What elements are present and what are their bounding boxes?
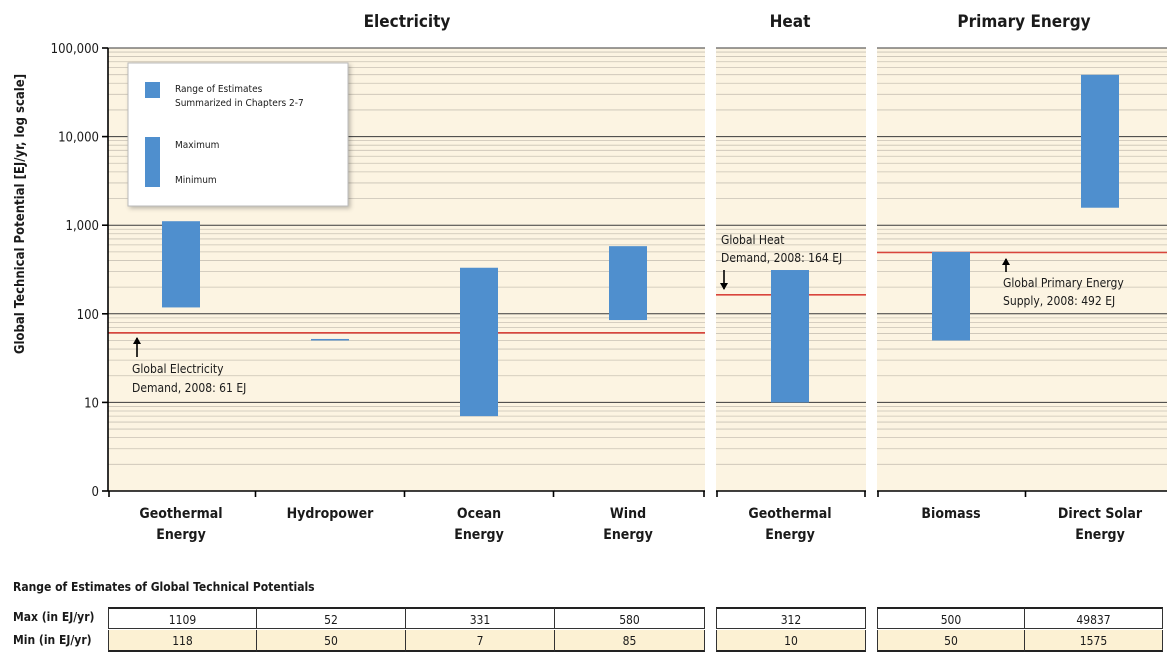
legend-range-swatch — [145, 82, 160, 98]
category-label: Geothermal — [748, 506, 831, 522]
table-cell: 7 — [406, 630, 555, 652]
y-tick-label: 10 — [84, 396, 99, 411]
arrow-head — [720, 283, 728, 290]
demand-annotation-line2: Supply, 2008: 492 EJ — [1003, 294, 1115, 308]
demand-annotation-line2: Demand, 2008: 164 EJ — [721, 251, 842, 265]
category-label-line2: Energy — [603, 527, 653, 543]
category-label-line2: Energy — [1075, 527, 1125, 543]
bar-ocean-energy — [460, 267, 498, 417]
y-tick-label: 100 — [77, 308, 99, 323]
table-cell: 85 — [555, 630, 705, 652]
plot-panel-2 — [716, 48, 866, 491]
table-cell: 312 — [716, 607, 866, 629]
table-cell: 500 — [877, 607, 1025, 629]
legend: Range of Estimates Summarized in Chapter… — [127, 62, 349, 207]
bar-wind-energy — [609, 246, 647, 321]
demand-annotation-line1: Global Electricity — [132, 362, 224, 376]
table-cell: 49837 — [1025, 607, 1163, 629]
category-label-line2: Energy — [454, 527, 504, 543]
y-tick-label: 10,000 — [58, 131, 99, 146]
table-cell: 50 — [877, 630, 1025, 652]
legend-max-min-swatch — [145, 137, 160, 187]
panel-title: Primary Energy — [957, 12, 1090, 32]
arrow-head — [133, 337, 141, 344]
table-cell: 331 — [406, 607, 555, 629]
category-label: Wind — [610, 506, 646, 522]
y-tick-label: 1,000 — [66, 219, 99, 234]
bar-hydropower — [311, 338, 349, 341]
category-label-line2: Energy — [765, 527, 815, 543]
table-cell: 50 — [257, 630, 406, 652]
plot-panel-3 — [877, 48, 1167, 491]
table-cell: 1575 — [1025, 630, 1163, 652]
table-row-min: Min (in EJ/yr) 118 50 7 85 10 50 1575 — [0, 630, 1167, 652]
demand-annotation-line1: Global Heat — [721, 233, 784, 247]
legend-range-label-1: Range of Estimates — [175, 84, 263, 95]
category-label: Hydropower — [287, 506, 374, 522]
max-row-label: Max (in EJ/yr) — [13, 610, 95, 624]
table-caption: Range of Estimates of Global Technical P… — [13, 580, 315, 594]
table-cell: 580 — [555, 607, 705, 629]
table-cell: 1109 — [108, 607, 257, 629]
y-tick-label: 0 — [92, 485, 99, 500]
arrow-head — [1002, 258, 1010, 265]
category-label: Geothermal — [139, 506, 222, 522]
table-cell: 10 — [716, 630, 866, 652]
category-label: Direct Solar — [1058, 506, 1143, 522]
demand-annotation-line2: Demand, 2008: 61 EJ — [132, 381, 246, 395]
legend-box — [127, 62, 349, 207]
panel-title: Electricity — [364, 12, 451, 32]
table-row-max: Max (in EJ/yr) 1109 52 331 580 312 500 49837 — [0, 607, 1167, 629]
bar-geothermal-energy — [162, 221, 200, 308]
category-label-line2: Energy — [156, 527, 206, 543]
bar-biomass — [932, 251, 970, 341]
bar-geothermal-energy — [771, 270, 809, 403]
legend-range-label-2: Summarized in Chapters 2-7 — [175, 98, 304, 109]
technical-potential-chart: Global Electricity Demand, 2008: 61 EJ Geo… — [13, 12, 1167, 543]
category-label: Biomass — [921, 506, 980, 522]
table-cell: 118 — [108, 630, 257, 652]
y-tick-label: 100,000 — [51, 42, 99, 57]
table-cell: 52 — [257, 607, 406, 629]
min-row-label: Min (in EJ/yr) — [13, 633, 92, 647]
demand-annotation-line1: Global Primary Energy — [1003, 276, 1124, 290]
legend-minimum-label: Minimum — [175, 175, 217, 186]
y-axis-label: Global Technical Potential [EJ/yr, log s… — [13, 74, 28, 354]
legend-maximum-label: Maximum — [175, 140, 219, 151]
category-label: Ocean — [457, 506, 501, 522]
panel-title: Heat — [770, 12, 811, 32]
bar-direct-solar-energy — [1081, 74, 1119, 208]
